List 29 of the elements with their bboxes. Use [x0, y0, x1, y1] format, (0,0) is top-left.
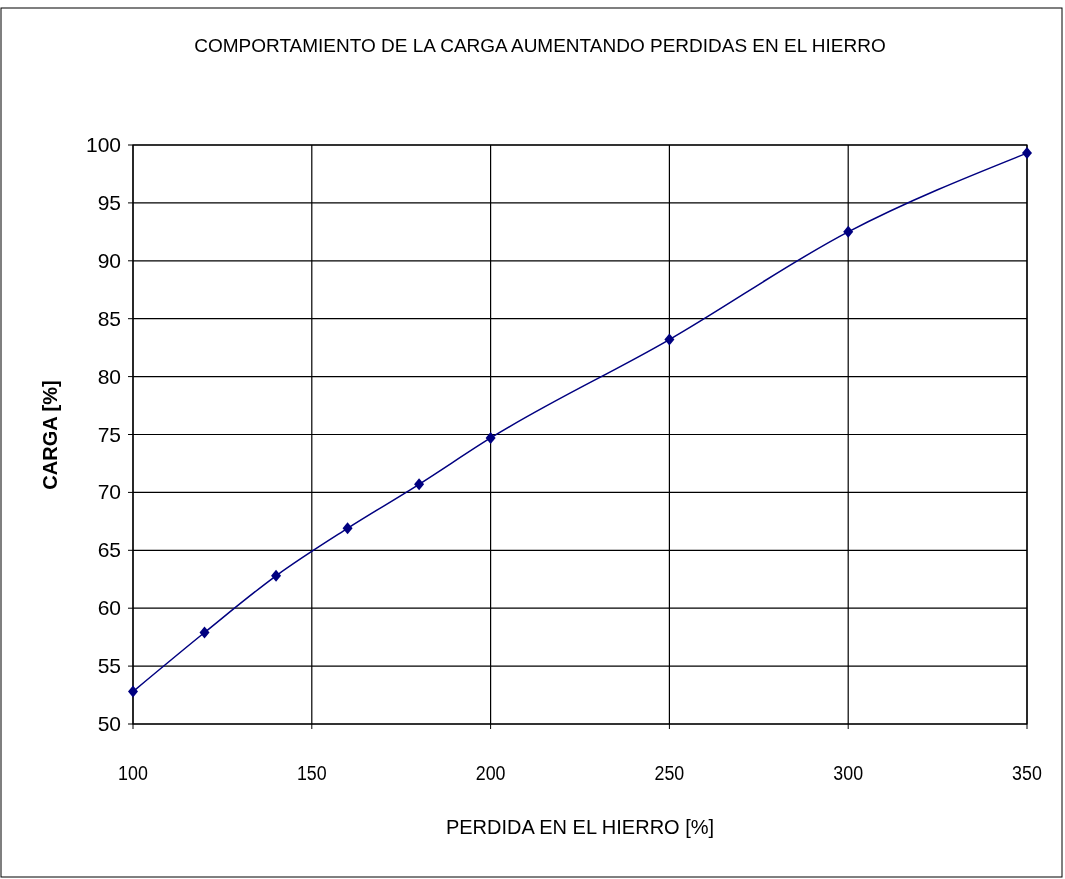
x-tick-label: 300: [833, 760, 864, 785]
point: [664, 333, 675, 346]
x-tick-label: 350: [1012, 760, 1043, 785]
y-tick-label: 80: [97, 364, 121, 388]
point: [485, 431, 496, 444]
x-tick-label: 100: [118, 760, 149, 785]
point: [271, 569, 282, 582]
y-tick-label: 60: [97, 596, 121, 620]
y-tick-label: 85: [97, 306, 121, 330]
y-tick-label: 55: [97, 654, 121, 678]
y-tick-label: 70: [97, 480, 121, 504]
y-tick-label: 65: [97, 538, 121, 562]
x-tick-label: 200: [475, 760, 506, 785]
chart-title: COMPORTAMIENTO DE LA CARGA AUMENTANDO PERDIDAS EN EL HIERRO: [194, 35, 886, 56]
x-tick-label: 250: [654, 760, 685, 785]
point: [1022, 147, 1032, 160]
y-tick-label: 95: [97, 190, 121, 214]
point: [843, 225, 854, 238]
x-tick-label: 150: [296, 760, 327, 785]
y-axis-title: CARGA [%]: [39, 380, 61, 490]
point: [199, 626, 210, 639]
y-tick-label: 90: [97, 248, 121, 272]
y-tick-label: 100: [85, 133, 121, 156]
y-tick-label: 75: [97, 422, 121, 446]
point: [342, 522, 353, 535]
x-axis-title: PERDIDA EN EL HIERRO [%]: [445, 816, 715, 838]
point: [414, 478, 425, 491]
point: [128, 685, 138, 698]
y-tick-label: 50: [97, 712, 121, 735]
